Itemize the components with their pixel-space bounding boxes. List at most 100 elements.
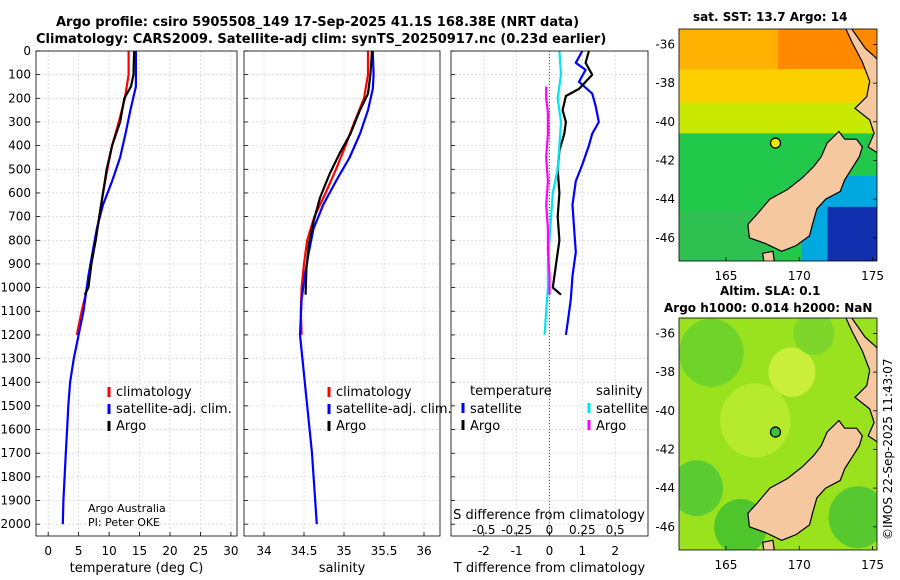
temperature-xtick-label: 15 (132, 544, 147, 558)
temperature-xtick-label: 10 (101, 544, 116, 558)
difference-series-s-satellite (543, 50, 563, 335)
diff-legend-label: satellite (596, 402, 648, 417)
salinity-legend-label: climatology (336, 385, 412, 400)
salinity-series-satellite-adj-clim- (298, 50, 375, 525)
sla-map-title-line2: Argo h1000: 0.014 h2000: NaN (664, 301, 873, 315)
sst-landmass (761, 250, 775, 261)
sla-argo-marker (769, 426, 782, 438)
difference-xtick-label: 2 (611, 544, 619, 558)
temperature-legend-label: satellite-adj. clim. (116, 402, 232, 417)
ytick-label: 700 (8, 210, 31, 224)
diff-x2tick-label: -0.25 (501, 523, 532, 537)
salinity-xtick-label: 34 (256, 544, 271, 558)
sla-xtick-label: 170 (788, 558, 811, 572)
ytick-label: 100 (8, 68, 31, 82)
sst-xtick-label: 175 (861, 269, 884, 283)
temperature-plot-area (36, 51, 237, 536)
diff-legend-label: Argo (470, 419, 500, 434)
salinity-xtick-label: 36 (416, 544, 431, 558)
ytick-label: 300 (8, 115, 31, 129)
sla-field-blob (793, 318, 835, 356)
diff-x2label: S difference from climatology (453, 508, 645, 523)
sla-ytick-label: -46 (655, 520, 675, 534)
ytick-label: 500 (8, 162, 31, 176)
diff-legend-label: satellite (470, 402, 522, 417)
sst-map (678, 28, 878, 262)
salinity-axes-frame (243, 50, 441, 537)
sst-ytick-label: -46 (655, 231, 675, 245)
ytick-label: 200 (8, 91, 31, 105)
figure-title-line1: Argo profile: csiro 5905508_149 17-Sep-2… (56, 15, 580, 30)
salinity-xtick-label: 35 (336, 544, 351, 558)
sst-landmass (845, 29, 877, 154)
ytick-label: 400 (8, 139, 31, 153)
ytick-label: 800 (8, 233, 31, 247)
sla-xtick-label: 175 (861, 558, 884, 572)
ytick-label: 1100 (0, 304, 31, 318)
temperature-xtick-label: 30 (223, 544, 238, 558)
ytick-label: 1200 (0, 328, 31, 342)
temperature-xtick-label: 0 (44, 544, 52, 558)
sla-ytick-label: -40 (655, 404, 675, 418)
sla-field-blob (720, 383, 791, 458)
salinity-xtick-label: 34.5 (291, 544, 318, 558)
diff-legend-sal-title: salinity (596, 384, 643, 399)
salinity-legend-label: satellite-adj. clim. (336, 402, 452, 417)
sla-field-blob (679, 460, 723, 516)
ytick-label: 1600 (0, 423, 31, 437)
sst-xtick-label: 170 (788, 269, 811, 283)
ytick-label: 1900 (0, 494, 31, 508)
sla-ytick-label: -44 (655, 481, 675, 495)
sla-field-blob (679, 318, 744, 387)
sla-map (678, 317, 878, 551)
difference-xtick-label: 1 (579, 544, 587, 558)
ytick-label: 2000 (0, 517, 31, 531)
temperature-legend-label: Argo (116, 419, 146, 434)
diff-legend-label: Argo (596, 419, 626, 434)
ytick-label: 1800 (0, 470, 31, 484)
sla-xtick-label: 165 (714, 558, 737, 572)
ytick-label: 1500 (0, 399, 31, 413)
sla-ytick-label: -42 (655, 442, 675, 456)
sla-field-blob (768, 347, 816, 397)
salinity-series-climatology (299, 51, 370, 335)
temperature-legend-label: climatology (116, 385, 192, 400)
diff-x2tick-label: 0.5 (606, 523, 625, 537)
temperature-series-argo (83, 50, 136, 296)
sst-map-title: sat. SST: 13.7 Argo: 14 (693, 10, 848, 24)
salinity-series-argo (304, 50, 374, 295)
ytick-label: 600 (8, 186, 31, 200)
ytick-label: 1400 (0, 375, 31, 389)
temperature-xtick-label: 5 (75, 544, 83, 558)
pi-label: PI: Peter OKE (88, 516, 160, 529)
salinity-xlabel: salinity (319, 561, 366, 576)
diff-legend-temp-title: temperature (470, 384, 552, 399)
sla-landmass (747, 419, 863, 541)
sst-field-coldest (827, 206, 877, 261)
sst-map-field (679, 29, 877, 261)
ytick-label: 1000 (0, 281, 31, 295)
sla-ytick-label: -36 (655, 326, 675, 340)
ytick-label: 0 (23, 44, 31, 58)
sst-landmass (747, 130, 863, 252)
difference-series-t-argo (551, 50, 594, 296)
difference-series-s-argo (545, 86, 551, 295)
ytick-label: 1300 (0, 352, 31, 366)
temperature-xtick-label: 25 (193, 544, 208, 558)
salinity-plot-area (244, 51, 440, 536)
diff-x2tick-label: -0.5 (472, 523, 495, 537)
sst-field-mid (679, 102, 877, 138)
salinity-legend-label: Argo (336, 419, 366, 434)
salinity-xtick-label: 35.5 (371, 544, 398, 558)
sla-ytick-label: -38 (655, 365, 675, 379)
sst-ytick-label: -40 (655, 115, 675, 129)
sla-map-field (679, 318, 877, 550)
ytick-label: 900 (8, 257, 31, 271)
diff-x2tick-label: 0 (546, 523, 554, 537)
temperature-xtick-label: 20 (162, 544, 177, 558)
difference-xlabel: T difference from climatology (453, 561, 646, 576)
difference-xtick-label: 0 (546, 544, 554, 558)
temperature-axes-frame (35, 50, 238, 537)
argo-australia-label: Argo Australia (88, 502, 166, 515)
